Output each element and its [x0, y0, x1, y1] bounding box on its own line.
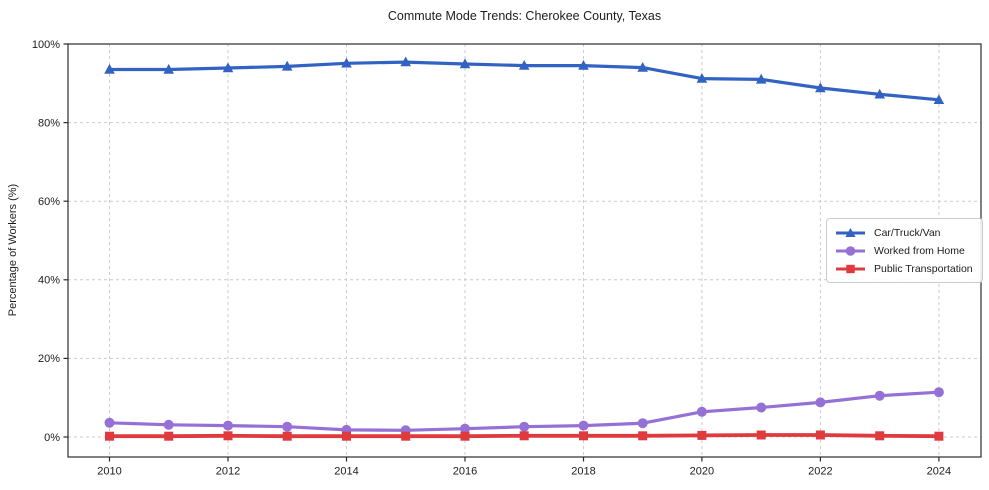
x-tick-label: 2024 — [927, 466, 951, 478]
marker-public-transportation — [342, 431, 351, 441]
y-tick-label: 0% — [44, 432, 60, 444]
marker-car-truck-van — [874, 88, 885, 99]
marker-car-truck-van — [104, 63, 115, 74]
legend-swatch-triangle-icon — [836, 227, 865, 237]
marker-car-truck-van — [578, 60, 589, 70]
marker-worked-from-home — [163, 419, 174, 430]
y-tick-label: 40% — [38, 275, 60, 287]
y-axis-label: Percentage of Workers (%) — [7, 184, 19, 316]
legend-swatch-circle-icon — [836, 245, 865, 256]
marker-car-truck-van — [696, 73, 708, 83]
y-tick-label: 80% — [38, 117, 60, 129]
marker-public-transportation — [401, 431, 411, 441]
legend-marker-triangle — [845, 227, 856, 237]
marker-worked-from-home — [756, 402, 767, 413]
legend-label-car-truck-van: Car/Truck/Van — [874, 226, 941, 239]
marker-car-truck-van — [815, 82, 826, 93]
marker-worked-from-home — [460, 423, 470, 434]
legend-item-public-transportation: Public Transportation — [834, 260, 973, 277]
legend: Car/Truck/Van Worked from Home Public Tr… — [826, 218, 983, 283]
legend-label-public-transportation: Public Transportation — [874, 262, 973, 275]
x-tick-label: 2020 — [690, 466, 714, 478]
x-tick-label: 2016 — [453, 466, 477, 478]
marker-worked-from-home — [519, 421, 530, 432]
legend-marker-square — [846, 264, 855, 273]
marker-car-truck-van — [518, 60, 530, 70]
x-tick-label: 2022 — [808, 466, 832, 478]
legend-marker-circle — [845, 245, 856, 256]
marker-public-transportation — [697, 430, 707, 440]
marker-public-transportation — [579, 431, 588, 441]
y-tick-label: 60% — [38, 196, 60, 208]
marker-public-transportation — [756, 430, 766, 440]
marker-worked-from-home — [104, 417, 115, 428]
marker-car-truck-van — [755, 73, 767, 84]
marker-worked-from-home — [637, 418, 648, 429]
marker-public-transportation — [934, 431, 944, 441]
marker-car-truck-van — [933, 94, 945, 104]
marker-worked-from-home — [282, 421, 293, 432]
marker-public-transportation — [105, 431, 114, 441]
chart-title: Commute Mode Trends: Cherokee County, Te… — [387, 9, 662, 23]
marker-public-transportation — [638, 431, 648, 441]
y-tick-label: 100% — [32, 39, 60, 51]
marker-public-transportation — [282, 431, 292, 441]
marker-public-transportation — [460, 431, 470, 441]
y-tick-label: 20% — [38, 353, 60, 365]
legend-item-worked-from-home: Worked from Home — [834, 242, 973, 259]
legend-item-car-truck-van: Car/Truck/Van — [834, 224, 973, 241]
x-tick-label: 2014 — [334, 466, 358, 478]
marker-public-transportation — [875, 431, 885, 441]
x-tick-label: 2012 — [216, 466, 240, 478]
marker-worked-from-home — [696, 406, 707, 417]
legend-label-worked-from-home: Worked from Home — [874, 244, 965, 257]
marker-car-truck-van — [222, 62, 234, 73]
marker-public-transportation — [164, 431, 174, 441]
marker-car-truck-van — [281, 60, 293, 71]
marker-car-truck-van — [459, 58, 471, 69]
marker-worked-from-home — [223, 420, 233, 431]
x-tick-label: 2018 — [571, 466, 595, 478]
marker-worked-from-home — [874, 390, 885, 401]
marker-car-truck-van — [637, 62, 648, 72]
marker-worked-from-home — [933, 387, 944, 398]
marker-public-transportation — [519, 431, 529, 441]
marker-public-transportation — [223, 431, 233, 441]
marker-public-transportation — [815, 430, 825, 440]
marker-worked-from-home — [815, 397, 826, 408]
marker-car-truck-van — [341, 57, 352, 68]
legend-swatch-square-icon — [836, 264, 865, 273]
marker-car-truck-van — [400, 56, 411, 67]
x-tick-label: 2010 — [97, 466, 121, 478]
marker-worked-from-home — [578, 420, 589, 431]
marker-car-truck-van — [163, 63, 174, 74]
